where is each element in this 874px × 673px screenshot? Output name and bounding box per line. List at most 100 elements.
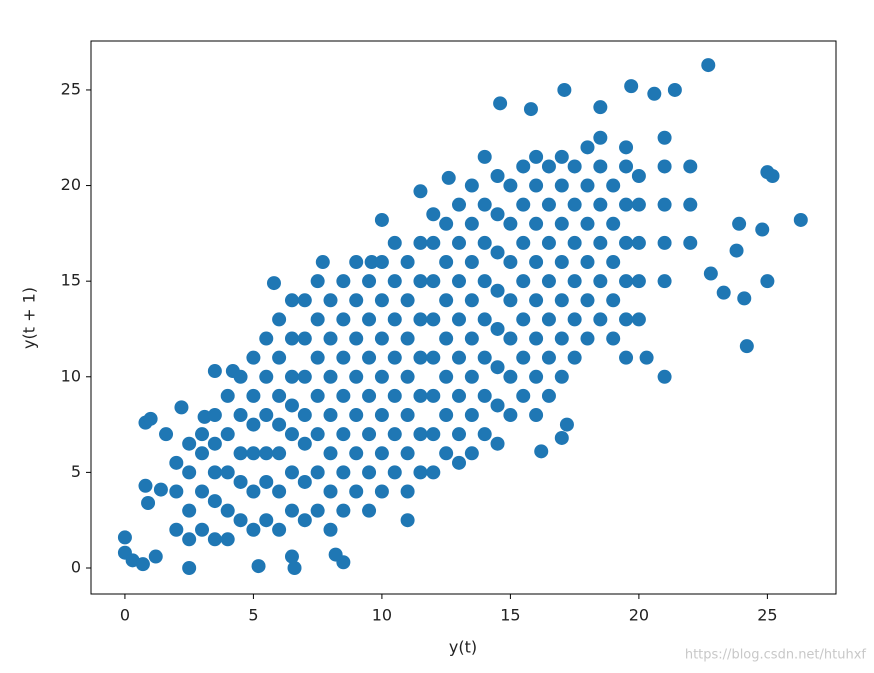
scatter-point [503, 216, 518, 231]
scatter-point [400, 446, 415, 461]
scatter-point [580, 140, 595, 155]
scatter-point [266, 276, 281, 291]
y-tick-label: 20 [61, 175, 81, 194]
scatter-point [362, 465, 377, 480]
scatter-point [516, 197, 531, 212]
scatter-point [310, 274, 325, 289]
scatter-point [439, 293, 454, 308]
scatter-point [541, 388, 556, 403]
scatter-point [349, 369, 364, 384]
scatter-point [246, 388, 261, 403]
scatter-point [516, 350, 531, 365]
scatter-point [284, 549, 299, 564]
scatter-point [349, 331, 364, 346]
scatter-point [452, 312, 467, 327]
scatter-point [567, 274, 582, 289]
scatter-point [580, 331, 595, 346]
scatter-point [464, 446, 479, 461]
scatter-point [349, 293, 364, 308]
scatter-point [554, 430, 569, 445]
scatter-point [362, 274, 377, 289]
scatter-point [567, 312, 582, 327]
scatter-point [387, 465, 402, 480]
scatter-point [477, 350, 492, 365]
scatter-point [182, 465, 197, 480]
scatter-point [220, 427, 235, 442]
scatter-point [349, 408, 364, 423]
x-axis-label: y(t) [449, 638, 477, 657]
scatter-point [464, 216, 479, 231]
scatter-point [737, 291, 752, 306]
scatter-point [534, 444, 549, 459]
scatter-point [284, 503, 299, 518]
scatter-point [657, 235, 672, 250]
scatter-point [400, 513, 415, 528]
scatter-point [452, 427, 467, 442]
scatter-point [580, 255, 595, 270]
scatter-point [439, 369, 454, 384]
scatter-point [349, 255, 364, 270]
scatter-point [374, 293, 389, 308]
scatter-point [220, 503, 235, 518]
scatter-point [493, 96, 508, 111]
scatter-point [169, 522, 184, 537]
scatter-point [400, 484, 415, 499]
scatter-point [182, 503, 197, 518]
scatter-point [284, 331, 299, 346]
scatter-point [606, 293, 621, 308]
scatter-point [755, 222, 770, 237]
scatter-point [541, 197, 556, 212]
scatter-point [439, 216, 454, 231]
scatter-point [516, 274, 531, 289]
scatter-point [364, 255, 379, 270]
scatter-point [207, 436, 222, 451]
scatter-point [541, 159, 556, 174]
scatter-point [529, 178, 544, 193]
scatter-point [490, 283, 505, 298]
scatter-point [349, 446, 364, 461]
scatter-point [567, 159, 582, 174]
scatter-point [503, 369, 518, 384]
scatter-point [272, 522, 287, 537]
scatter-point [452, 388, 467, 403]
scatter-point [503, 293, 518, 308]
scatter-point [464, 293, 479, 308]
scatter-point [529, 293, 544, 308]
scatter-point [439, 331, 454, 346]
scatter-point [631, 168, 646, 183]
scatter-point [554, 216, 569, 231]
scatter-point [503, 255, 518, 270]
scatter-point [647, 86, 662, 101]
scatter-point [606, 255, 621, 270]
scatter-point [701, 58, 716, 73]
scatter-point [452, 455, 467, 470]
scatter-point [259, 513, 274, 528]
scatter-point [310, 312, 325, 327]
scatter-point [606, 216, 621, 231]
scatter-point [323, 331, 338, 346]
scatter-point [413, 388, 428, 403]
x-tick-label: 15 [500, 606, 520, 625]
scatter-point [349, 484, 364, 499]
scatter-point [336, 350, 351, 365]
scatter-point [426, 312, 441, 327]
scatter-point [251, 559, 266, 574]
scatter-point [503, 331, 518, 346]
scatter-point [413, 427, 428, 442]
scatter-point [315, 255, 330, 270]
scatter-point [593, 235, 608, 250]
scatter-point [541, 350, 556, 365]
watermark: https://blog.csdn.net/htuhxf [685, 648, 867, 663]
scatter-point [207, 465, 222, 480]
scatter-point [323, 369, 338, 384]
y-axis-label: y(t + 1) [20, 287, 39, 349]
scatter-point [195, 446, 210, 461]
scatter-point [426, 274, 441, 289]
scatter-point [503, 408, 518, 423]
scatter-point [516, 159, 531, 174]
scatter-point [490, 321, 505, 336]
scatter-point [619, 159, 634, 174]
scatter-point [729, 243, 744, 258]
scatter-point [169, 484, 184, 499]
scatter-point [374, 369, 389, 384]
